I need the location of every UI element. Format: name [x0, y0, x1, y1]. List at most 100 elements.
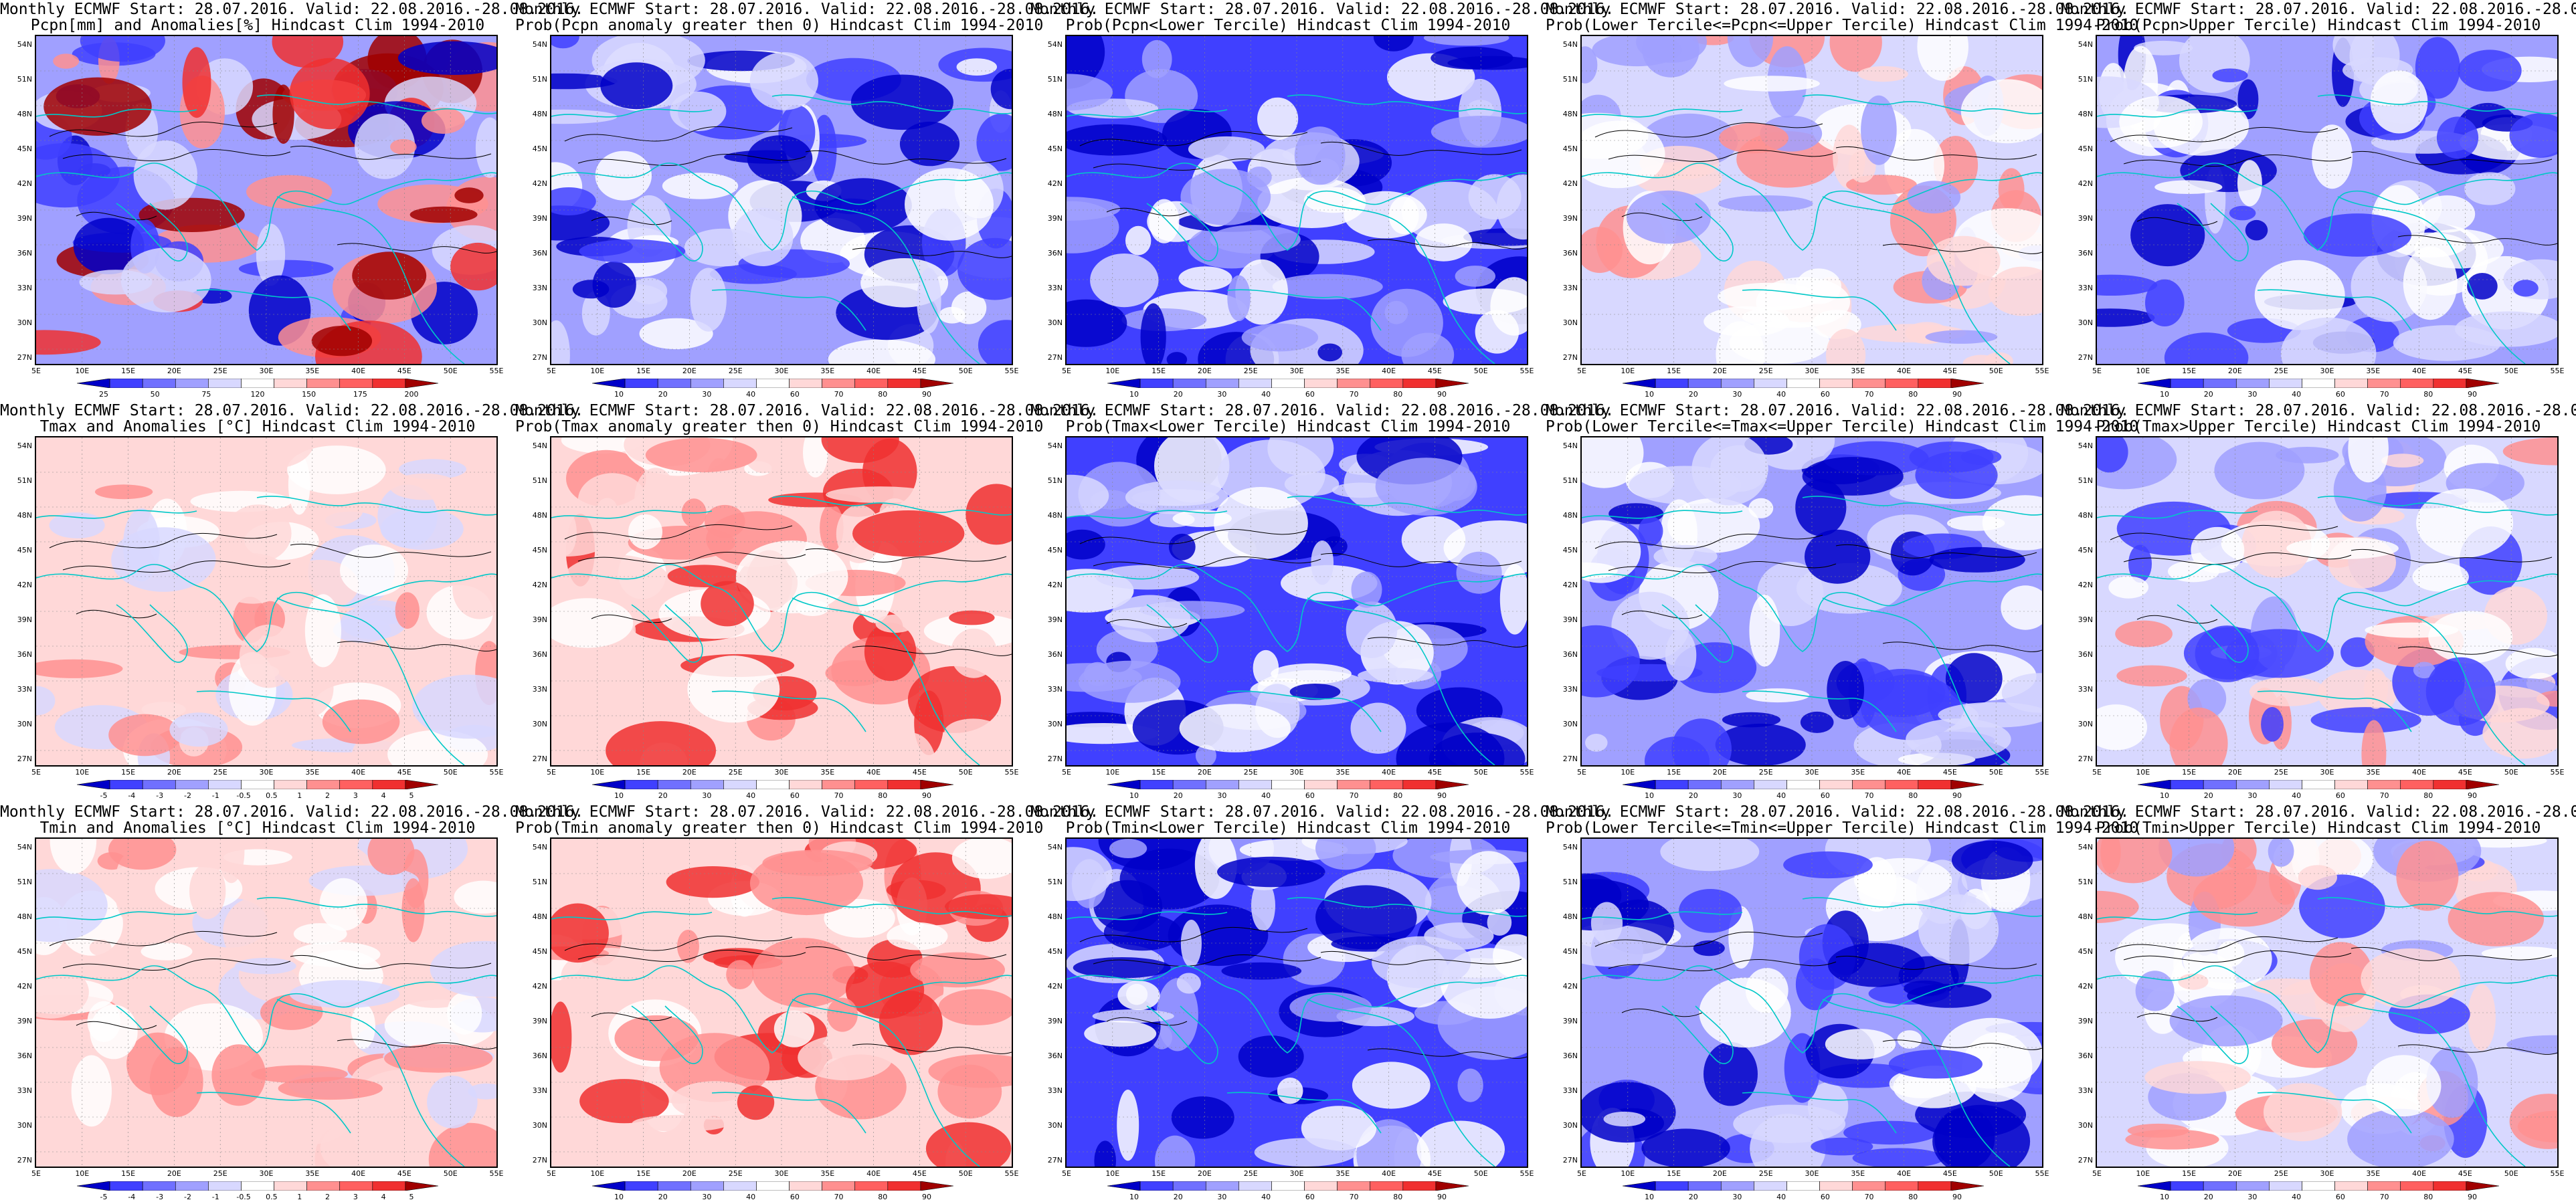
colorbar-label: 60	[1820, 390, 1830, 399]
forecast-map	[1065, 35, 1528, 365]
colorbar-label: 70	[2379, 791, 2389, 800]
colorbar-label: 90	[2468, 1193, 2477, 1201]
map-field	[1582, 839, 2042, 1167]
colorbar-label: 10	[1645, 390, 1654, 399]
lon-tick-label: 15E	[1667, 768, 1681, 777]
lon-tick-label: 40E	[351, 367, 366, 375]
lat-tick-label: 51N	[1047, 878, 1063, 886]
colorbar-label: 20	[1688, 1193, 1698, 1201]
lat-tick-label: 39N	[2078, 615, 2093, 624]
colorbar-label: 2	[325, 1193, 331, 1201]
lon-tick-label: 30E	[1805, 1169, 1819, 1178]
lon-tick-label: 55E	[2035, 768, 2049, 777]
lon-tick-label: 55E	[489, 768, 504, 777]
map-field	[551, 36, 1012, 364]
lon-tick-label: 40E	[351, 1169, 366, 1178]
colorbar-label: 20	[1173, 390, 1183, 399]
lat-tick-label: 27N	[17, 755, 32, 763]
colorbar-label: 30	[1732, 1193, 1742, 1201]
lat-tick-label: 39N	[1047, 615, 1063, 624]
lat-tick-label: 33N	[1047, 284, 1063, 292]
colorbar	[592, 1181, 953, 1191]
lat-tick-label: 42N	[532, 982, 547, 991]
lon-tick-label: 20E	[2227, 768, 2242, 777]
colorbar-label: 10	[1645, 1193, 1654, 1201]
colorbar-label: 40	[2292, 791, 2302, 800]
colorbar-label: 75	[201, 390, 211, 399]
colorbar-label: 4	[381, 791, 386, 800]
lat-tick-label: 45N	[2078, 546, 2093, 555]
forecast-panel: Monthly ECMWF Start: 28.07.2016. Valid: …	[0, 803, 583, 1204]
lat-tick-label: 27N	[17, 1156, 32, 1165]
panel-title-line1: Monthly ECMWF Start: 28.07.2016. Valid: …	[515, 402, 1099, 419]
colorbar-label: 80	[878, 1193, 888, 1201]
colorbar-label: 70	[2379, 1193, 2389, 1201]
forecast-map	[35, 837, 498, 1168]
lat-tick-label: 27N	[1562, 353, 1578, 362]
lon-tick-label: 15E	[1667, 1169, 1681, 1178]
lat-tick-label: 42N	[1562, 179, 1578, 188]
lat-tick-label: 30N	[1047, 1121, 1063, 1130]
lon-tick-label: 30E	[259, 367, 274, 375]
lat-tick-label: 45N	[1562, 947, 1578, 956]
colorbar-label: 90	[922, 390, 931, 399]
colorbar-label: 10	[614, 1193, 624, 1201]
colorbar-label: 40	[1261, 390, 1271, 399]
lat-tick-label: 27N	[1047, 353, 1063, 362]
lon-tick-label: 40E	[1382, 768, 1396, 777]
lon-tick-label: 30E	[2320, 1169, 2334, 1178]
lon-tick-label: 30E	[774, 367, 789, 375]
lon-tick-label: 10E	[590, 367, 605, 375]
lat-tick-label: 51N	[1047, 476, 1063, 485]
colorbar-label: 20	[1173, 791, 1183, 800]
colorbar	[1623, 1181, 1984, 1191]
lat-tick-label: 30N	[2078, 1121, 2093, 1130]
lon-tick-label: 30E	[1289, 367, 1304, 375]
lon-tick-label: 10E	[1621, 367, 1635, 375]
lon-tick-label: 55E	[1004, 1169, 1019, 1178]
map-field	[36, 437, 496, 765]
colorbar-label: 30	[1217, 1193, 1227, 1201]
lon-tick-label: 15E	[2182, 367, 2197, 375]
lon-tick-label: 35E	[1851, 768, 1865, 777]
colorbar-label: -0.5	[236, 791, 251, 800]
lat-tick-label: 39N	[532, 615, 547, 624]
colorbar-label: 40	[746, 390, 756, 399]
panel-title-line2: Prob(Tmin>Upper Tercile) Hindcast Clim 1…	[2096, 819, 2541, 837]
lat-tick-label: 36N	[17, 1051, 32, 1060]
colorbar-label: 30	[1732, 390, 1742, 399]
lon-tick-label: 35E	[2366, 1169, 2381, 1178]
lon-tick-label: 45E	[2458, 768, 2472, 777]
colorbar-label: 40	[1776, 791, 1786, 800]
lat-tick-label: 45N	[2078, 947, 2093, 956]
lat-tick-label: 30N	[1562, 720, 1578, 728]
colorbar-label: 10	[1129, 1193, 1139, 1201]
colorbar-label: 60	[1820, 1193, 1830, 1201]
lat-tick-label: 51N	[532, 878, 547, 886]
lat-tick-label: 48N	[2078, 511, 2093, 520]
lon-tick-label: 50E	[443, 1169, 458, 1178]
colorbar-label: 90	[1437, 390, 1447, 399]
lat-tick-label: 48N	[1047, 912, 1063, 921]
colorbar-label: 10	[2160, 791, 2169, 800]
lat-tick-label: 36N	[1047, 1051, 1063, 1060]
colorbar	[2138, 1181, 2499, 1191]
lat-tick-label: 51N	[1562, 75, 1578, 84]
lon-tick-label: 35E	[305, 1169, 320, 1178]
lat-tick-label: 54N	[1047, 441, 1063, 450]
lat-tick-label: 42N	[1562, 581, 1578, 589]
lat-tick-label: 48N	[1562, 110, 1578, 118]
lat-tick-label: 45N	[17, 546, 32, 555]
lat-tick-label: 33N	[1562, 685, 1578, 694]
lat-tick-label: 39N	[1047, 1017, 1063, 1025]
colorbar-label: 20	[1688, 791, 1698, 800]
lon-tick-label: 25E	[728, 1169, 743, 1178]
lat-tick-label: 45N	[17, 144, 32, 153]
lon-tick-label: 15E	[2182, 768, 2197, 777]
lat-tick-label: 51N	[2078, 878, 2093, 886]
colorbar-label: 70	[1349, 791, 1359, 800]
lat-tick-label: 27N	[1562, 1156, 1578, 1165]
lat-tick-label: 39N	[1562, 615, 1578, 624]
lon-tick-label: 35E	[305, 367, 320, 375]
lon-tick-label: 25E	[1243, 367, 1258, 375]
